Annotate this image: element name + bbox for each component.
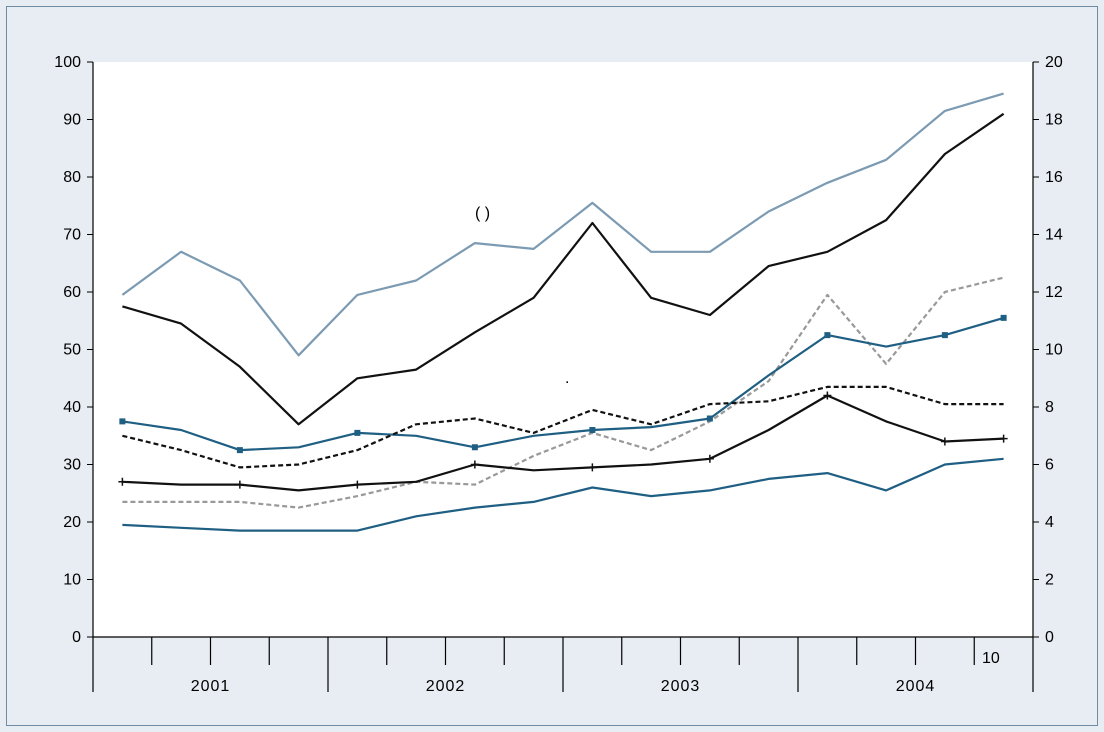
left-tick-label: 100 [54, 54, 81, 71]
right-tick-label: 14 [1045, 227, 1063, 244]
series-4-point [1000, 314, 1007, 321]
series-line-5 [122, 385, 1004, 469]
note-mark: . [565, 370, 569, 387]
right-tick-label: 12 [1045, 284, 1063, 301]
right-tick-label: 4 [1045, 514, 1054, 531]
series-4-point [354, 429, 361, 436]
right-tick-label: 16 [1045, 169, 1063, 186]
series-4-point [236, 447, 243, 454]
chart-annotation: ( ) [475, 205, 490, 222]
chart-frame: 0 10 20 30 40 50 60 70 80 90 100 0 2 4 6 8 10 12 14 16 18 20 2… [6, 6, 1098, 726]
left-tick-label: 80 [63, 169, 81, 186]
line-chart: 0 10 20 30 40 50 60 70 80 90 100 0 2 4 6 8 10 12 14 16 18 20 2… [54, 54, 1063, 695]
series-6-point [235, 480, 244, 489]
series-4-point [471, 444, 478, 451]
left-tick-label: 40 [63, 399, 81, 416]
series-6-point [118, 477, 127, 486]
series-4-point [706, 415, 713, 422]
series-layer [118, 92, 1008, 532]
series-4-point [119, 418, 126, 425]
right-tick-label: 0 [1045, 629, 1054, 646]
year-label: 2001 [191, 678, 231, 695]
series-6-point [588, 463, 597, 472]
axes: 0 10 20 30 40 50 60 70 80 90 100 0 2 4 6 8 10 12 14 16 18 20 2… [54, 54, 1063, 695]
series-6-point [823, 391, 832, 400]
right-tick-label: 20 [1045, 54, 1063, 71]
left-tick-label: 30 [63, 457, 81, 474]
series-line-6 [122, 394, 1004, 492]
year-label: 2002 [426, 678, 466, 695]
left-tick-label: 20 [63, 514, 81, 531]
series-line-7 [122, 457, 1004, 532]
series-6-point [705, 454, 714, 463]
series-line-4 [122, 316, 1004, 452]
series-4-point [941, 332, 948, 339]
right-tick-label: 18 [1045, 112, 1063, 129]
right-tick-label: 10 [1045, 342, 1063, 359]
series-line-1 [121, 92, 1004, 357]
series-6-point [999, 434, 1008, 443]
series-line-2 [122, 112, 1005, 426]
right-tick-label: 2 [1045, 572, 1054, 589]
left-tick-label: 0 [72, 629, 81, 646]
series-4-point [824, 332, 831, 339]
left-tick-label: 90 [63, 112, 81, 129]
left-tick-label: 10 [63, 572, 81, 589]
left-tick-label: 70 [63, 227, 81, 244]
series-line-3 [122, 276, 1004, 509]
left-tick-label: 50 [63, 342, 81, 359]
left-tick-label: 60 [63, 284, 81, 301]
right-tick-label: 6 [1045, 457, 1054, 474]
year-label: 2004 [896, 678, 936, 695]
right-tick-label: 8 [1045, 399, 1054, 416]
series-6-point [470, 460, 479, 469]
series-6-point [353, 480, 362, 489]
year-label: 2003 [661, 678, 701, 695]
month-marker-label: 10 [982, 650, 1000, 667]
series-6-point [940, 437, 949, 446]
series-4-point [589, 427, 596, 433]
plot-area [93, 62, 1033, 637]
